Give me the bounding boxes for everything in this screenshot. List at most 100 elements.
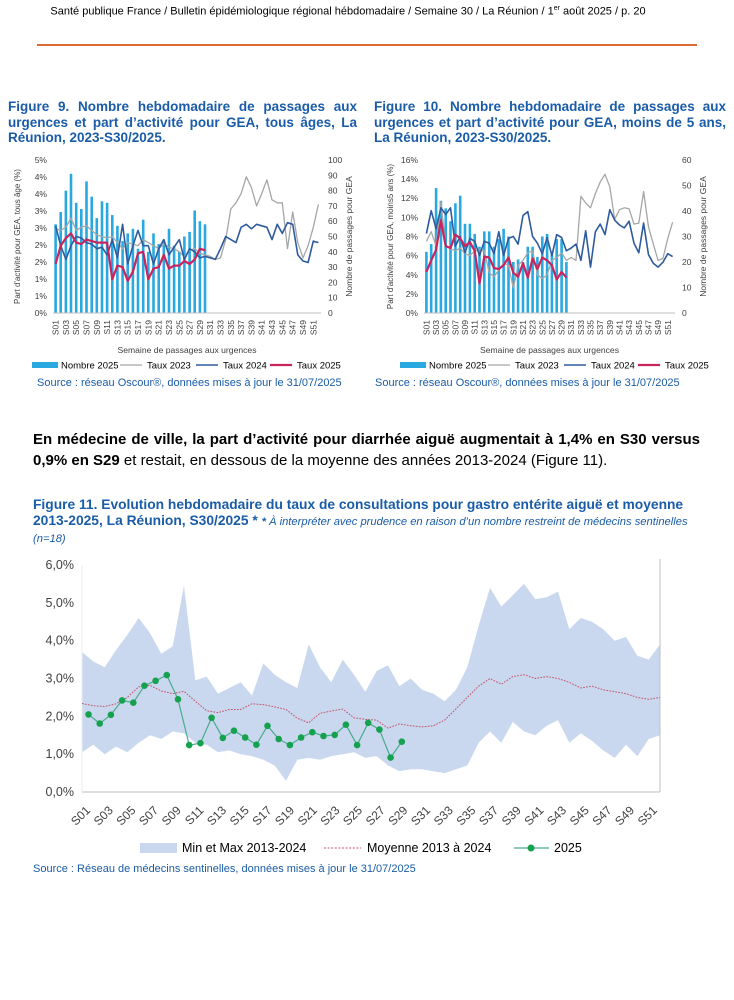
svg-text:S41: S41 bbox=[521, 803, 546, 828]
svg-text:16%: 16% bbox=[401, 155, 418, 165]
svg-text:50: 50 bbox=[328, 232, 338, 242]
svg-text:20: 20 bbox=[328, 277, 338, 287]
svg-text:4%: 4% bbox=[35, 189, 48, 199]
svg-text:S35: S35 bbox=[586, 320, 596, 335]
svg-text:Nombre 2025: Nombre 2025 bbox=[429, 361, 487, 372]
svg-text:S39: S39 bbox=[246, 320, 256, 335]
svg-text:S13: S13 bbox=[479, 320, 489, 335]
svg-text:60: 60 bbox=[328, 216, 338, 226]
svg-text:S03: S03 bbox=[91, 803, 116, 828]
svg-text:2%: 2% bbox=[406, 289, 419, 299]
svg-text:S21: S21 bbox=[518, 320, 528, 335]
svg-text:S31: S31 bbox=[566, 320, 576, 335]
svg-text:1,0%: 1,0% bbox=[46, 747, 75, 761]
svg-text:S39: S39 bbox=[605, 320, 615, 335]
svg-text:Taux 2024: Taux 2024 bbox=[223, 361, 267, 372]
svg-text:40: 40 bbox=[682, 206, 692, 216]
svg-text:S17: S17 bbox=[133, 320, 143, 335]
svg-text:Semaine de passages aux urgenc: Semaine de passages aux urgences bbox=[117, 345, 256, 355]
svg-text:S29: S29 bbox=[195, 320, 205, 335]
svg-text:S03: S03 bbox=[431, 320, 441, 335]
svg-text:S13: S13 bbox=[204, 803, 229, 828]
svg-text:S51: S51 bbox=[308, 320, 318, 335]
svg-text:Taux 2023: Taux 2023 bbox=[515, 361, 559, 372]
svg-text:S15: S15 bbox=[489, 320, 499, 335]
svg-text:S03: S03 bbox=[61, 320, 71, 335]
svg-text:6%: 6% bbox=[406, 251, 419, 261]
svg-text:S23: S23 bbox=[317, 803, 342, 828]
svg-text:S43: S43 bbox=[267, 320, 277, 335]
svg-text:S43: S43 bbox=[544, 803, 569, 828]
svg-text:S39: S39 bbox=[499, 803, 524, 828]
svg-text:S11: S11 bbox=[470, 320, 480, 335]
svg-text:S25: S25 bbox=[340, 803, 365, 828]
svg-text:S01: S01 bbox=[68, 803, 93, 828]
svg-text:S11: S11 bbox=[102, 320, 112, 335]
svg-text:S35: S35 bbox=[226, 320, 236, 335]
svg-text:3%: 3% bbox=[35, 206, 48, 216]
svg-text:S33: S33 bbox=[431, 803, 456, 828]
svg-text:S33: S33 bbox=[216, 320, 226, 335]
svg-text:S07: S07 bbox=[136, 803, 161, 828]
svg-text:2,0%: 2,0% bbox=[46, 709, 75, 723]
svg-text:S19: S19 bbox=[508, 320, 518, 335]
svg-text:S29: S29 bbox=[385, 803, 410, 828]
svg-text:14%: 14% bbox=[401, 174, 418, 184]
svg-text:S37: S37 bbox=[236, 320, 246, 335]
svg-text:S21: S21 bbox=[295, 803, 320, 828]
svg-text:Nombre de passages pour GEA: Nombre de passages pour GEA bbox=[344, 176, 354, 297]
svg-text:S25: S25 bbox=[537, 320, 547, 335]
svg-text:S49: S49 bbox=[612, 803, 637, 828]
svg-text:S27: S27 bbox=[363, 803, 388, 828]
svg-text:S19: S19 bbox=[143, 320, 153, 335]
svg-text:30: 30 bbox=[328, 262, 338, 272]
svg-text:100: 100 bbox=[328, 155, 342, 165]
svg-text:S05: S05 bbox=[71, 320, 81, 335]
svg-text:Part d'activité pour GEA, moin: Part d'activité pour GEA, moins5 ans (%) bbox=[386, 164, 395, 309]
svg-text:S45: S45 bbox=[277, 320, 287, 335]
svg-text:Taux 2025: Taux 2025 bbox=[665, 361, 709, 372]
svg-text:S01: S01 bbox=[51, 320, 61, 335]
svg-text:S13: S13 bbox=[112, 320, 122, 335]
svg-text:S23: S23 bbox=[164, 320, 174, 335]
svg-text:S31: S31 bbox=[205, 320, 215, 335]
svg-text:S47: S47 bbox=[288, 320, 298, 335]
svg-text:S37: S37 bbox=[595, 320, 605, 335]
svg-text:S27: S27 bbox=[185, 320, 195, 335]
svg-text:Semaine de passages aux urgenc: Semaine de passages aux urgences bbox=[480, 345, 619, 355]
svg-text:5%: 5% bbox=[35, 155, 48, 165]
svg-text:3%: 3% bbox=[35, 223, 48, 233]
svg-text:S41: S41 bbox=[257, 320, 267, 335]
svg-text:0: 0 bbox=[328, 308, 333, 318]
svg-text:S41: S41 bbox=[615, 320, 625, 335]
svg-text:1%: 1% bbox=[35, 274, 48, 284]
svg-text:Part d'activité pour GEA, tous: Part d'activité pour GEA, tous âge (%) bbox=[13, 169, 22, 304]
svg-text:S35: S35 bbox=[453, 803, 478, 828]
svg-text:S49: S49 bbox=[653, 320, 663, 335]
svg-text:S49: S49 bbox=[298, 320, 308, 335]
svg-text:90: 90 bbox=[328, 170, 338, 180]
svg-text:S45: S45 bbox=[634, 320, 644, 335]
svg-text:S31: S31 bbox=[408, 803, 433, 828]
svg-text:1%: 1% bbox=[35, 291, 48, 301]
svg-text:S07: S07 bbox=[450, 320, 460, 335]
svg-text:50: 50 bbox=[682, 181, 692, 191]
svg-text:0,0%: 0,0% bbox=[46, 785, 75, 799]
svg-text:S29: S29 bbox=[557, 320, 567, 335]
svg-text:S43: S43 bbox=[624, 320, 634, 335]
svg-text:S51: S51 bbox=[635, 803, 660, 828]
svg-text:S07: S07 bbox=[82, 320, 92, 335]
svg-text:2025: 2025 bbox=[554, 841, 582, 855]
svg-text:Min et Max 2013-2024: Min et Max 2013-2024 bbox=[182, 841, 306, 855]
svg-text:Nombre de passages pour GEA: Nombre de passages pour GEA bbox=[698, 176, 708, 297]
svg-text:20: 20 bbox=[682, 257, 692, 267]
svg-text:10: 10 bbox=[328, 293, 338, 303]
svg-text:Taux 2024: Taux 2024 bbox=[591, 361, 635, 372]
svg-text:S05: S05 bbox=[113, 803, 138, 828]
svg-text:S09: S09 bbox=[159, 803, 184, 828]
svg-text:10: 10 bbox=[682, 283, 692, 293]
svg-text:S19: S19 bbox=[272, 803, 297, 828]
svg-text:60: 60 bbox=[682, 155, 692, 165]
svg-text:S05: S05 bbox=[441, 320, 451, 335]
svg-text:S15: S15 bbox=[227, 803, 252, 828]
